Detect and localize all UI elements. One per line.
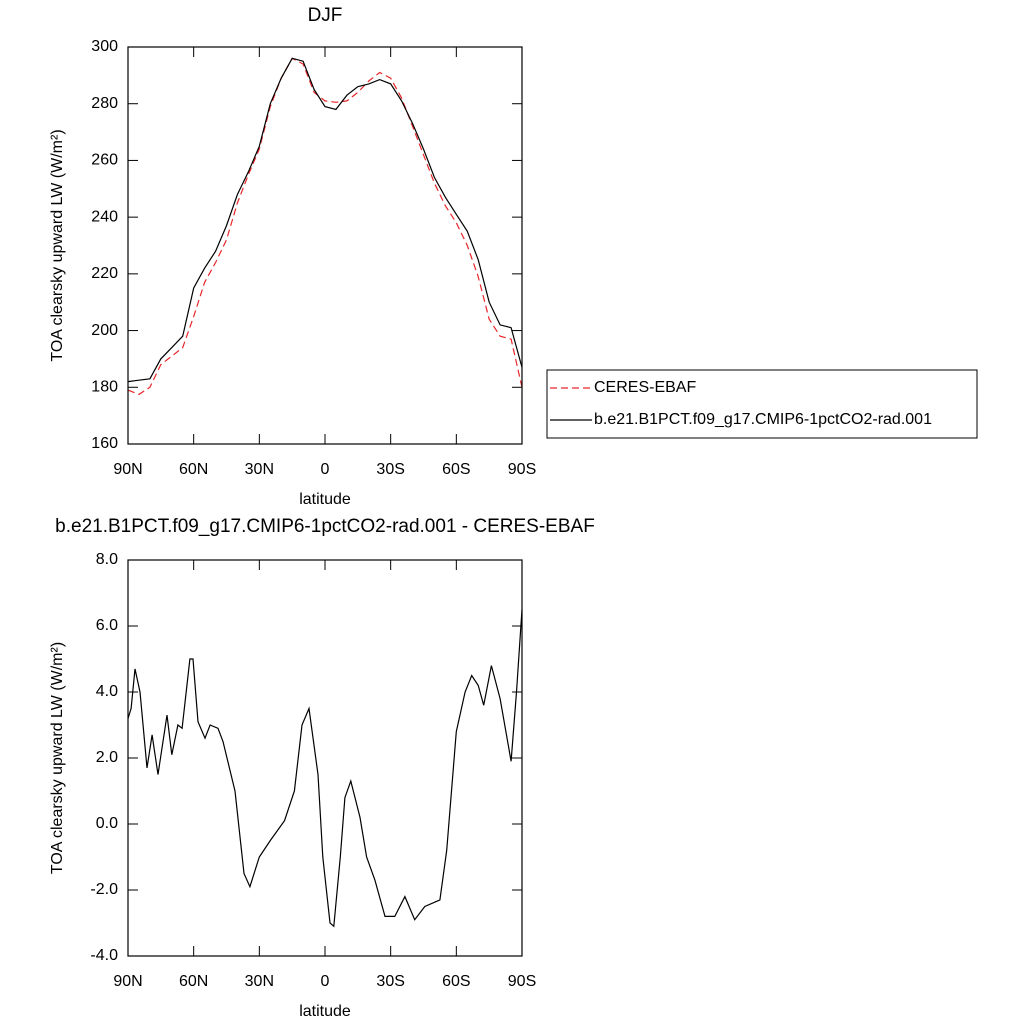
y-tick-label: 200 xyxy=(91,322,118,339)
y-tick-label: 0.0 xyxy=(96,815,118,832)
chart-title: b.e21.B1PCT.f09_g17.CMIP6-1pctCO2-rad.00… xyxy=(55,516,595,537)
x-tick-label: 30S xyxy=(376,973,404,990)
plot-frame xyxy=(127,559,523,957)
legend-label: b.e21.B1PCT.f09_g17.CMIP6-1pctCO2-rad.00… xyxy=(594,411,932,428)
y-axis-label: TOA clearsky upward LW (W/m²) xyxy=(49,129,66,361)
line-series xyxy=(127,57,523,383)
x-tick-label: 60N xyxy=(179,973,208,990)
y-tick-label: 6.0 xyxy=(96,617,118,634)
x-tick-label: 0 xyxy=(321,461,330,478)
y-tick-label: 180 xyxy=(91,379,118,396)
x-tick-label: 30N xyxy=(245,973,274,990)
plot-frame xyxy=(127,46,523,445)
x-tick-label: 90S xyxy=(508,973,536,990)
line-series xyxy=(127,609,523,928)
y-tick-label: 280 xyxy=(91,95,118,112)
y-tick-label: 300 xyxy=(91,38,118,55)
y-tick-label: 8.0 xyxy=(96,551,118,568)
y-tick-label: 160 xyxy=(91,435,118,452)
y-tick-label: 240 xyxy=(91,208,118,225)
chart-title: DJF xyxy=(308,5,343,26)
y-tick-label: 4.0 xyxy=(96,683,118,700)
legend-frame xyxy=(546,369,978,439)
x-tick-label: 90N xyxy=(113,461,142,478)
x-tick-label: 90S xyxy=(508,461,536,478)
y-tick-label: 220 xyxy=(91,265,118,282)
y-tick-label: -2.0 xyxy=(90,881,118,898)
x-tick-label: 30S xyxy=(376,461,404,478)
x-tick-label: 60S xyxy=(442,973,470,990)
x-axis-label: latitude xyxy=(299,1003,351,1020)
x-tick-label: 90N xyxy=(113,973,142,990)
x-tick-label: 60N xyxy=(179,461,208,478)
y-axis-label: TOA clearsky upward LW (W/m²) xyxy=(49,642,66,874)
x-tick-label: 60S xyxy=(442,461,470,478)
x-tick-label: 30N xyxy=(245,461,274,478)
line-series xyxy=(127,57,523,396)
x-axis-label: latitude xyxy=(299,491,351,508)
y-tick-label: 2.0 xyxy=(96,749,118,766)
legend-label: CERES-EBAF xyxy=(594,379,696,396)
x-tick-label: 0 xyxy=(321,973,330,990)
y-tick-label: 260 xyxy=(91,152,118,169)
y-tick-label: -4.0 xyxy=(90,947,118,964)
